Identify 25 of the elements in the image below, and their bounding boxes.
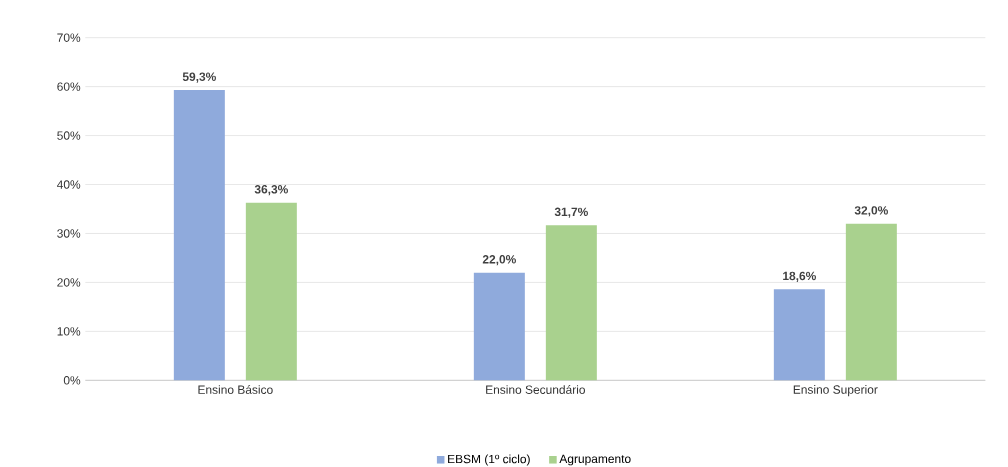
- x-tick-label: Ensino Secundário: [486, 385, 585, 394]
- bar: [245, 202, 297, 381]
- y-tick-label: 20%: [57, 278, 81, 287]
- y-tick-label: 50%: [57, 131, 81, 140]
- x-tick-label: Ensino Superior: [793, 385, 878, 397]
- data-label: 22,0%: [482, 255, 516, 266]
- x-tick-label: Ensino Básico: [198, 385, 273, 394]
- y-tick-label: 60%: [57, 82, 81, 91]
- bar: [773, 289, 825, 381]
- data-label: 18,6%: [783, 271, 816, 282]
- bar: [545, 225, 597, 381]
- y-tick-label: 10%: [57, 327, 81, 336]
- y-tick-label: 40%: [56, 180, 81, 189]
- data-label: 36,3%: [254, 185, 288, 196]
- data-label: 31,7%: [554, 207, 588, 218]
- bar: [173, 90, 225, 381]
- bar: [473, 272, 525, 381]
- y-tick-label: 0%: [63, 376, 81, 385]
- legend-label: EBSM (1º ciclo): [448, 454, 530, 466]
- y-tick-label: 30%: [57, 229, 81, 238]
- bar: [845, 223, 897, 381]
- y-tick-label: 70%: [57, 33, 81, 42]
- data-label: 59,3%: [182, 72, 216, 83]
- data-label: 32,0%: [854, 206, 888, 217]
- legend-label: Agrupamento: [559, 454, 631, 466]
